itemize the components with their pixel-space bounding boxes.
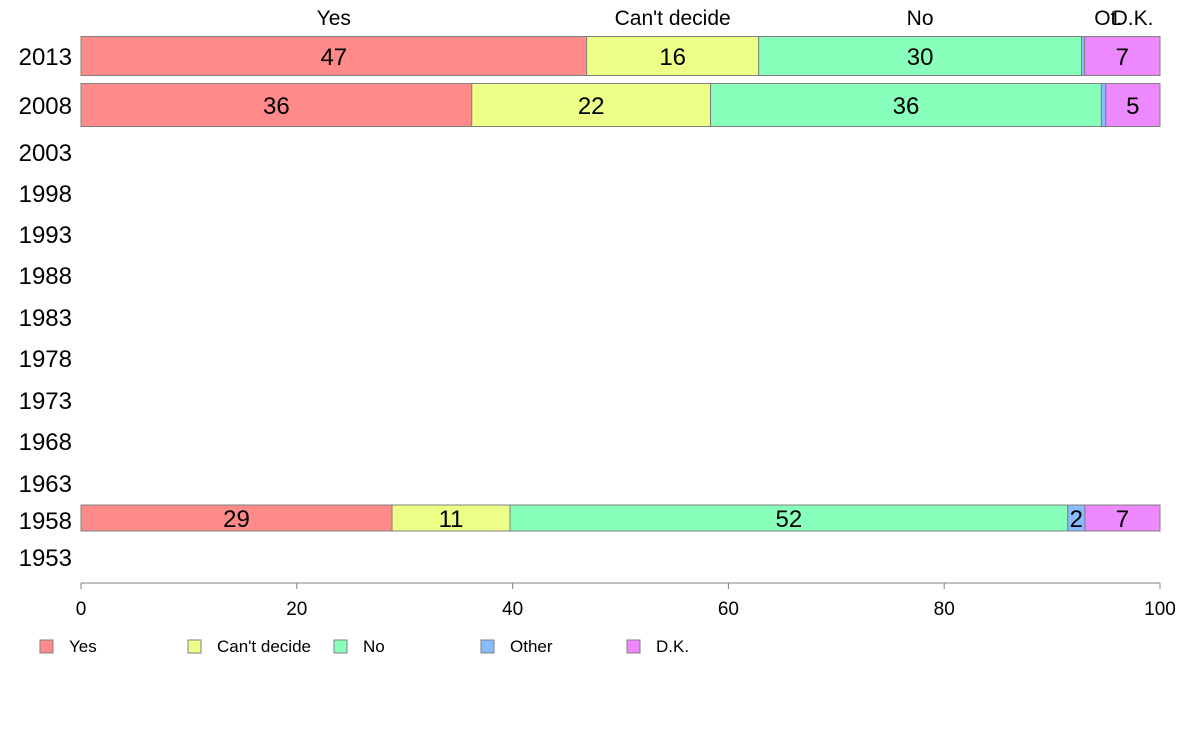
data-label-2013-no: 30 — [907, 44, 934, 71]
bar-segment-2013-no — [758, 36, 1082, 76]
legend-swatch-yes — [39, 639, 54, 654]
legend-swatch-no — [333, 639, 348, 654]
column-header-3: Ot. — [1094, 7, 1122, 30]
column-header-0: Yes — [317, 7, 351, 30]
x-tick-label-100: 100 — [1144, 599, 1176, 620]
legend-label-d-k-: D.K. — [656, 637, 689, 656]
data-label-2008-d-k-: 5 — [1126, 93, 1139, 120]
bar-segment-2008-no — [710, 83, 1102, 127]
year-label-1978: 1978 — [19, 346, 72, 373]
year-label-1968: 1968 — [19, 429, 72, 456]
legend-swatch-can-t-decide — [187, 639, 202, 654]
data-label-1958-yes: 29 — [223, 506, 250, 533]
bar-segment-1958-d-k- — [1084, 504, 1161, 532]
year-label-2003: 2003 — [19, 140, 72, 167]
x-tick-label-40: 40 — [502, 599, 523, 620]
column-header-1: Can't decide — [615, 7, 731, 30]
year-label-1998: 1998 — [19, 181, 72, 208]
bar-segment-2008-yes — [80, 83, 473, 127]
year-label-1973: 1973 — [19, 388, 72, 415]
bar-segment-1958-yes — [80, 504, 393, 532]
data-label-2008-can-t-decide: 22 — [578, 93, 605, 120]
year-label-1953: 1953 — [19, 545, 72, 572]
year-label-2013: 2013 — [19, 44, 72, 71]
data-label-2008-no: 36 — [893, 93, 920, 120]
bar-segment-2008-can-t-decide — [471, 83, 712, 127]
data-label-1958-can-t-decide: 11 — [439, 506, 464, 533]
year-label-1988: 1988 — [19, 263, 72, 290]
x-tick-label-60: 60 — [718, 599, 739, 620]
legend-label-other: Other — [510, 637, 553, 656]
data-label-1958-other: 2 — [1070, 506, 1083, 533]
year-label-1963: 1963 — [19, 471, 72, 498]
bar-segment-2013-can-t-decide — [586, 36, 760, 76]
legend-swatch-other — [480, 639, 495, 654]
year-label-2008: 2008 — [19, 93, 72, 120]
x-tick-label-0: 0 — [76, 599, 87, 620]
year-label-1983: 1983 — [19, 305, 72, 332]
bar-segment-2013-yes — [80, 36, 588, 76]
legend-label-yes: Yes — [69, 637, 97, 656]
x-tick-label-20: 20 — [286, 599, 307, 620]
column-header-2: No — [907, 7, 934, 30]
bar-segment-2013-d-k- — [1084, 36, 1161, 76]
legend-label-can-t-decide: Can't decide — [217, 637, 311, 656]
data-label-2008-yes: 36 — [263, 93, 290, 120]
data-label-2013-d-k-: 7 — [1116, 44, 1129, 71]
data-label-2013-yes: 47 — [320, 44, 347, 71]
data-label-1958-d-k-: 7 — [1116, 506, 1129, 533]
bar-segment-1958-no — [509, 504, 1069, 532]
bar-segment-2008-d-k- — [1105, 83, 1161, 127]
data-label-1958-no: 52 — [776, 506, 803, 533]
data-label-2013-can-t-decide: 16 — [659, 44, 686, 71]
x-tick-label-80: 80 — [934, 599, 955, 620]
year-label-1993: 1993 — [19, 222, 72, 249]
column-header-4: D.K. — [1113, 7, 1154, 30]
bar-segment-2008-other — [1100, 83, 1107, 127]
legend-label-no: No — [363, 637, 385, 656]
bar-segment-1958-can-t-decide — [391, 504, 511, 532]
legend-swatch-d-k- — [626, 639, 641, 654]
year-label-1958: 1958 — [19, 508, 72, 535]
